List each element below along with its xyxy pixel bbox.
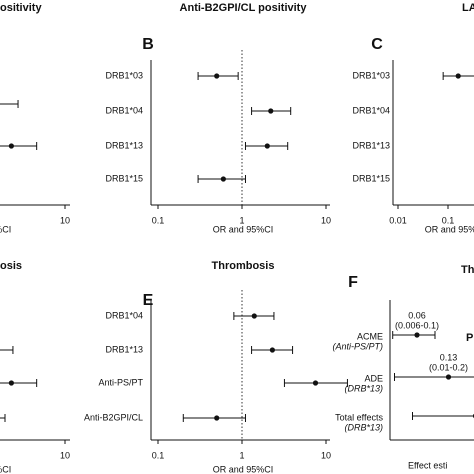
x-tick-label: 1	[239, 215, 244, 225]
category-label: DRB1*13	[105, 344, 143, 354]
x-tick-label: 1	[239, 450, 244, 460]
panel-title: osis	[0, 260, 22, 272]
point-estimate	[214, 73, 220, 79]
category-label: DRB1*15	[352, 173, 390, 183]
category-label: DRB1*03	[105, 70, 143, 80]
x-tick-label: 10	[321, 450, 331, 460]
panel-title: Th	[461, 264, 474, 276]
x-tick-label: 10	[60, 450, 70, 460]
category-label: DRB1*04	[352, 105, 390, 115]
panel-title: ositivity	[0, 2, 42, 14]
x-tick-label: 0.1	[152, 450, 165, 460]
point-estimate	[8, 380, 14, 386]
point-estimate	[445, 374, 452, 380]
panel-letter: B	[142, 36, 154, 53]
x-axis-label: OR and 95%CI	[213, 224, 274, 234]
category-label: ADE	[364, 373, 383, 383]
x-axis-label: OR and 95%CI	[425, 224, 474, 234]
x-axis-label: OR and 95%CI	[0, 224, 11, 234]
point-estimate	[8, 143, 14, 149]
point-estimate	[214, 415, 220, 421]
panel-letter: C	[371, 36, 383, 53]
category-label: DRB1*13	[105, 140, 143, 150]
x-tick-label: 0.1	[152, 215, 165, 225]
x-axis-label: Effect esti	[408, 460, 447, 470]
ci-label: (0.006-0.1)	[395, 320, 439, 330]
point-estimate	[312, 380, 319, 386]
category-label: Anti-PS/PT	[98, 377, 143, 387]
panel-title: Anti-B2GPI/CL positivity	[180, 2, 308, 14]
x-tick-label: 10	[60, 215, 70, 225]
category-label: ACME	[357, 331, 383, 341]
x-axis-label: OR and 95%CI	[0, 464, 11, 474]
category-label: DRB1*04	[105, 310, 143, 320]
category-sublabel: (DRB*13)	[344, 383, 383, 393]
category-label: Total effects	[335, 412, 383, 422]
category-label: DRB1*03	[352, 70, 390, 80]
category-label: DRB1*15	[105, 173, 143, 183]
point-estimate	[414, 332, 420, 338]
value-label: 0.13	[440, 352, 458, 362]
point-estimate	[269, 347, 275, 353]
category-label: DRB1*13	[352, 140, 390, 150]
point-estimate	[264, 143, 270, 149]
panel-letter: E	[143, 292, 154, 309]
panel-letter: F	[348, 274, 358, 291]
point-estimate	[455, 73, 461, 79]
x-axis-label: OR and 95%CI	[213, 464, 274, 474]
point-estimate	[220, 176, 226, 182]
point-estimate	[251, 313, 257, 319]
x-tick-label: 0.1	[442, 215, 455, 225]
x-tick-label: 0.01	[389, 215, 407, 225]
panel-title: LA	[462, 2, 474, 14]
category-sublabel: (DRB*13)	[344, 422, 383, 432]
point-estimate	[268, 108, 274, 114]
category-label: DRB1*04	[105, 105, 143, 115]
panel-title: Thrombosis	[212, 260, 275, 272]
x-tick-label: 10	[321, 215, 331, 225]
value-label: 0.06	[408, 310, 426, 320]
ci-label: (0.01-0.2)	[429, 362, 468, 372]
category-label: Anti-B2GPI/CL	[84, 412, 143, 422]
annotation: P	[466, 332, 473, 344]
category-sublabel: (Anti-PS/PT)	[332, 341, 383, 351]
